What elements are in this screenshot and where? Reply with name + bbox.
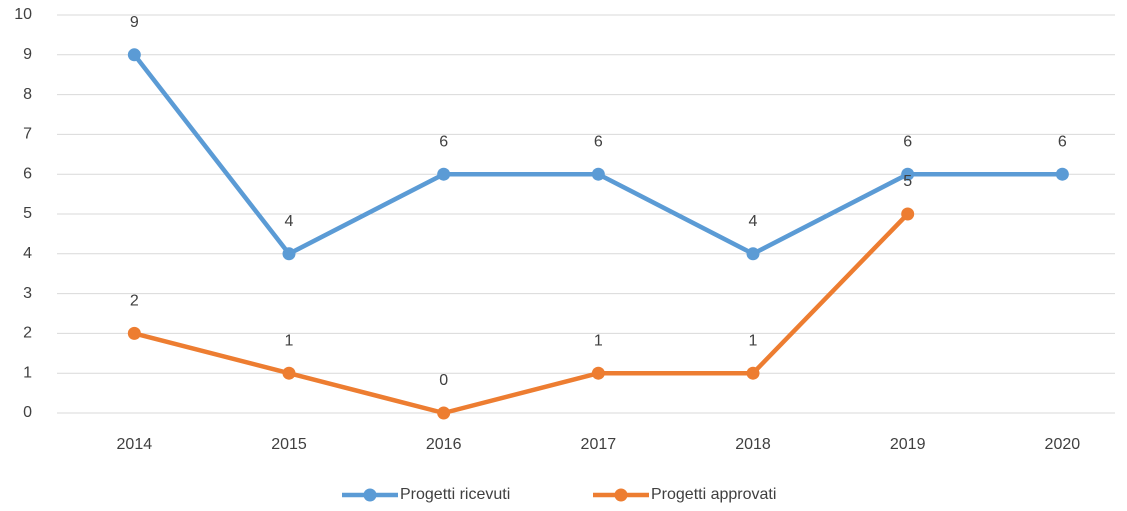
data-label: 4 [285, 213, 294, 230]
x-tick-label: 2016 [426, 436, 462, 453]
y-tick-label: 10 [14, 6, 32, 23]
y-tick-label: 0 [23, 404, 32, 421]
legend-marker [614, 488, 628, 502]
point [437, 406, 451, 420]
legend-label: Progetti approvati [651, 486, 776, 503]
data-label: 6 [1058, 133, 1067, 150]
point [591, 366, 605, 380]
point [127, 48, 141, 62]
y-tick-label: 8 [23, 86, 32, 103]
y-tick-label: 7 [23, 126, 32, 143]
y-tick-label: 3 [23, 285, 32, 302]
data-label: 9 [130, 14, 139, 31]
y-tick-label: 6 [23, 165, 32, 182]
point [746, 366, 760, 380]
point [282, 366, 296, 380]
point [591, 167, 605, 181]
data-label: 2 [130, 293, 139, 310]
point [901, 167, 915, 181]
x-tick-label: 2017 [581, 436, 617, 453]
data-label: 5 [903, 173, 912, 190]
data-label: 1 [594, 332, 603, 349]
point [127, 326, 141, 340]
data-label: 6 [903, 133, 912, 150]
legend-label: Progetti ricevuti [400, 486, 510, 503]
point [437, 167, 451, 181]
point [901, 207, 915, 221]
data-label: 6 [439, 133, 448, 150]
x-tick-label: 2019 [890, 436, 926, 453]
x-tick-label: 2018 [735, 436, 771, 453]
x-tick-label: 2015 [271, 436, 307, 453]
point [746, 247, 760, 261]
y-tick-label: 5 [23, 205, 32, 222]
data-label: 6 [594, 133, 603, 150]
data-label: 1 [749, 332, 758, 349]
series-line [133, 212, 910, 416]
y-tick-label: 1 [23, 364, 32, 381]
x-tick-label: 2020 [1045, 436, 1081, 453]
data-label: 0 [439, 372, 448, 389]
data-label: 4 [749, 213, 758, 230]
point [282, 247, 296, 261]
y-tick-label: 2 [23, 325, 32, 342]
y-tick-label: 4 [23, 245, 32, 262]
x-tick-label: 2014 [117, 436, 153, 453]
legend-marker [363, 488, 377, 502]
y-tick-label: 9 [23, 46, 32, 63]
data-label: 1 [285, 332, 294, 349]
point [1055, 167, 1069, 181]
series-line [132, 53, 1063, 257]
